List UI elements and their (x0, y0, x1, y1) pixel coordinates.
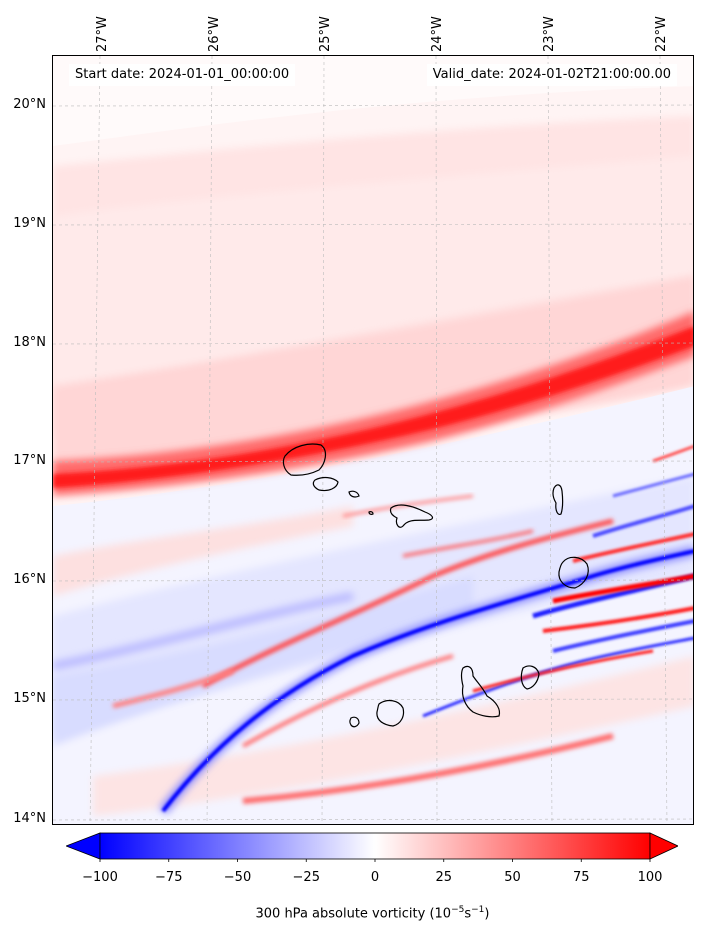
colorbar-tick-minus25: −25 (292, 870, 320, 885)
island-brava (349, 716, 360, 728)
colorbar-tick-minus100: −100 (82, 870, 118, 885)
red-streak-11 (652, 445, 693, 463)
vorticity-field (53, 56, 693, 824)
field-blue-belt-2 (53, 576, 473, 746)
island-maio (520, 665, 540, 690)
jet-band-outer (53, 311, 693, 496)
lat-label-15n: 15°N (13, 691, 46, 706)
red-streak-3 (472, 649, 654, 693)
lat-label-14n: 14°N (13, 811, 46, 826)
start-date-label: Start date: 2024-01-01_00:00:00 (69, 64, 296, 86)
lon-label-27w: 27°W (95, 16, 110, 52)
colorbar-tick-0: 0 (370, 870, 380, 885)
island-santa-luzia (348, 490, 360, 498)
lon-label-23w: 23°W (542, 16, 557, 52)
blue-streak-5 (592, 504, 693, 538)
blue-streak-4 (552, 619, 693, 653)
colorbar-tick-minus50: −50 (223, 870, 252, 885)
island-santo-antao (282, 443, 327, 476)
blue-streak-core (161, 549, 693, 813)
lon-label-26w: 26°W (207, 16, 222, 52)
colorbar-tick-25: 25 (435, 870, 453, 885)
colorbar-label: 300 hPa absolute vorticity (10−5s−1) (255, 905, 490, 922)
lat-label-18n: 18°N (13, 335, 46, 350)
red-streak-10 (402, 529, 534, 558)
island-fogo (376, 699, 405, 727)
graticule (53, 56, 693, 824)
coastlines (282, 443, 589, 728)
colorbar-min-extend (66, 832, 101, 860)
red-streak-9 (342, 494, 474, 518)
colorbar-max-extend (649, 832, 678, 860)
lon-label-22w: 22°W (654, 16, 669, 52)
island-sao-vicente (312, 476, 339, 492)
blue-streak-6 (612, 472, 693, 498)
red-streak-1 (201, 518, 614, 689)
field-pink-south-2 (93, 656, 693, 816)
lat-label-20n: 20°N (13, 97, 46, 112)
red-streak-6 (572, 532, 693, 563)
red-streak-7 (242, 733, 614, 804)
jet-band-core (53, 326, 693, 488)
island-santiago (460, 665, 501, 718)
red-streak-8 (112, 668, 234, 709)
lon-label-24w: 24°W (430, 16, 445, 52)
colorbar-tick-100: 100 (637, 870, 663, 885)
vorticity-map: Start date: 2024-01-01_00:00:00 Valid_da… (52, 55, 694, 825)
red-streak-5 (542, 606, 693, 633)
lat-label-19n: 19°N (13, 216, 46, 231)
valid-date-label: Valid_date: 2024-01-02T21:00:00.00 (426, 64, 677, 86)
island-raso (368, 511, 374, 515)
red-streak-4 (552, 573, 693, 604)
colorbar-gradient (99, 832, 651, 860)
lon-label-25w: 25°W (318, 16, 333, 52)
lat-label-17n: 17°N (13, 453, 46, 468)
island-sal (552, 484, 564, 516)
colorbar-tick-marks (99, 859, 651, 862)
colorbar-tick-75: 75 (572, 870, 590, 885)
colorbar-tick-minus75: −75 (155, 870, 183, 885)
colorbar-tick-50: 50 (504, 870, 521, 885)
island-sao-nicolau (389, 504, 434, 528)
lat-label-16n: 16°N (13, 572, 46, 587)
field-pink-prejet (53, 276, 693, 476)
island-boa-vista (558, 556, 589, 589)
field-pink-inner (53, 156, 693, 396)
field-pink-south-1 (53, 506, 353, 596)
colorbar (66, 832, 678, 862)
red-streak-2 (242, 654, 454, 748)
